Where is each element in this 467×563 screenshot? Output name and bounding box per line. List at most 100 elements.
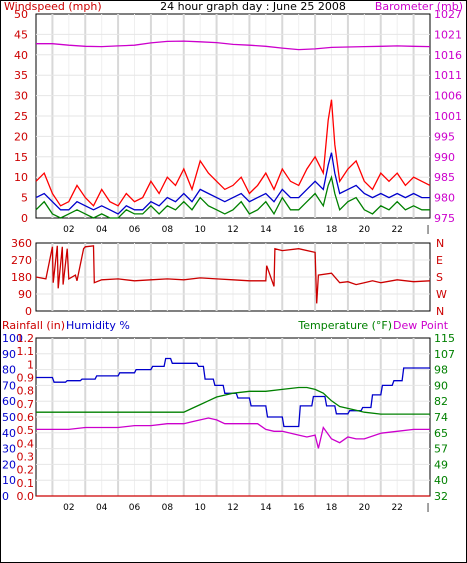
baro-series	[36, 40, 431, 51]
humidity-x-tick: 18	[326, 503, 338, 513]
humidity-x-tick: 12	[227, 503, 238, 513]
humidity-y-tick: 70	[2, 379, 16, 392]
humidity-y-tick: 30	[2, 443, 16, 456]
wind-series	[35, 174, 430, 219]
humidity-x-tick: 02	[63, 503, 74, 513]
wind-y-tick: 15	[14, 151, 28, 164]
direction-compass-tick: W	[436, 288, 447, 301]
baro-y-tick: 1027	[434, 8, 462, 21]
temp-y-tick: 74	[434, 411, 448, 424]
humidity-y-tick: 80	[2, 364, 16, 377]
direction-y-tick: 270	[11, 254, 32, 267]
humidity-x-tick: 06	[129, 503, 141, 513]
humidity-x-tick-end: |	[426, 503, 429, 513]
wind-y-tick: 45	[14, 28, 28, 41]
rain-y-tick: 0.3	[17, 451, 35, 464]
wind-y-tick: 35	[14, 69, 28, 82]
direction-y-tick: 0	[25, 305, 32, 318]
wind-y-tick: 10	[14, 171, 28, 184]
rain-y-tick: 0.9	[17, 372, 35, 385]
humidity-y-tick: 20	[2, 458, 16, 471]
rain-y-tick: 0.0	[17, 490, 35, 503]
humidity-series	[36, 357, 430, 428]
temp-y-tick: 90	[434, 379, 448, 392]
temp-y-tick: 65	[434, 427, 448, 440]
wind-x-tick: 02	[63, 225, 74, 235]
humidity-x-tick: 22	[391, 503, 402, 513]
baro-y-tick: 1001	[434, 110, 462, 123]
wind-y-tick: 20	[14, 130, 28, 143]
wind-x-tick: 20	[359, 225, 371, 235]
rain-y-tick: 1.1	[17, 345, 35, 358]
rain-y-tick: 1	[27, 358, 34, 371]
direction-series	[35, 245, 431, 304]
wind-x-tick: 06	[129, 225, 141, 235]
baro-y-tick: 1016	[434, 49, 462, 62]
baro-y-tick: 985	[434, 171, 455, 184]
temp-y-tick: 32	[434, 490, 448, 503]
wind-x-tick: 04	[96, 225, 108, 235]
temperature-axis-label: Temperature (°F)	[297, 319, 392, 332]
chart-title: 24 hour graph day : June 25 2008	[160, 0, 346, 13]
baro-y-tick: 975	[434, 212, 455, 225]
wind-y-tick: 40	[14, 49, 28, 62]
rain-y-tick: 0.6	[17, 411, 35, 424]
humidity-x-tick: 16	[293, 503, 305, 513]
humidity-x-tick: 08	[162, 503, 174, 513]
rain-y-tick: 1.2	[17, 332, 35, 345]
baro-y-tick: 980	[434, 192, 455, 205]
rain-y-tick: 0.5	[17, 424, 35, 437]
humidity-x-tick: 10	[194, 503, 206, 513]
rainfall-axis-label: Rainfall (in)	[2, 319, 65, 332]
wind-y-tick: 50	[14, 8, 28, 21]
direction-y-tick: 180	[11, 271, 32, 284]
humidity-axis-label: Humidity %	[66, 319, 130, 332]
humidity-y-tick: 0	[2, 490, 9, 503]
baro-y-tick: 1011	[434, 69, 462, 82]
wind-x-tick-end: |	[426, 225, 429, 235]
dewpoint-axis-label: Dew Point	[393, 319, 449, 332]
temp-y-tick: 49	[434, 458, 448, 471]
direction-compass-tick: N	[436, 305, 444, 318]
temp-y-tick: 107	[434, 348, 455, 361]
wind-x-tick: 14	[260, 225, 272, 235]
direction-compass-tick: E	[436, 254, 443, 267]
baro-y-tick: 995	[434, 130, 455, 143]
rain-y-tick: 0.1	[17, 477, 35, 490]
direction-compass-tick: S	[436, 271, 443, 284]
humidity-x-tick: 14	[260, 503, 272, 513]
baro-y-tick: 1021	[434, 28, 462, 41]
humidity-y-tick: 90	[2, 348, 16, 361]
humidity-y-tick: 60	[2, 395, 16, 408]
barometer-axis-label: Barometer (mb)	[375, 0, 463, 13]
humidity-y-tick: 50	[2, 411, 16, 424]
wind-x-tick: 18	[326, 225, 338, 235]
temp-y-tick: 57	[434, 443, 448, 456]
wind-y-tick: 0	[21, 212, 28, 225]
wind-x-tick: 16	[293, 225, 305, 235]
avg-series	[35, 152, 430, 215]
direction-y-tick: 360	[11, 237, 32, 250]
gust-series	[35, 99, 431, 207]
rain-y-tick: 0.4	[17, 437, 35, 450]
rain-y-tick: 0.8	[17, 385, 35, 398]
temp-series	[36, 386, 430, 415]
humidity-x-tick: 20	[359, 503, 371, 513]
wind-y-tick: 5	[21, 192, 28, 205]
windspeed-axis-label: Windspeed (mph)	[4, 0, 102, 13]
temp-y-tick: 115	[434, 332, 455, 345]
humidity-y-tick: 10	[2, 474, 16, 487]
rain-y-tick: 0.2	[17, 464, 35, 477]
wind-x-tick: 12	[227, 225, 238, 235]
temp-y-tick: 98	[434, 364, 448, 377]
temp-y-tick: 82	[434, 395, 448, 408]
dew-series	[36, 417, 430, 449]
wind-y-tick: 30	[14, 90, 28, 103]
rain-y-tick: 0.7	[17, 398, 35, 411]
wind-y-tick: 25	[14, 110, 28, 123]
wind-x-tick: 22	[391, 225, 402, 235]
direction-compass-tick: N	[436, 237, 444, 250]
wind-x-tick: 10	[194, 225, 206, 235]
direction-y-tick: 90	[18, 288, 32, 301]
